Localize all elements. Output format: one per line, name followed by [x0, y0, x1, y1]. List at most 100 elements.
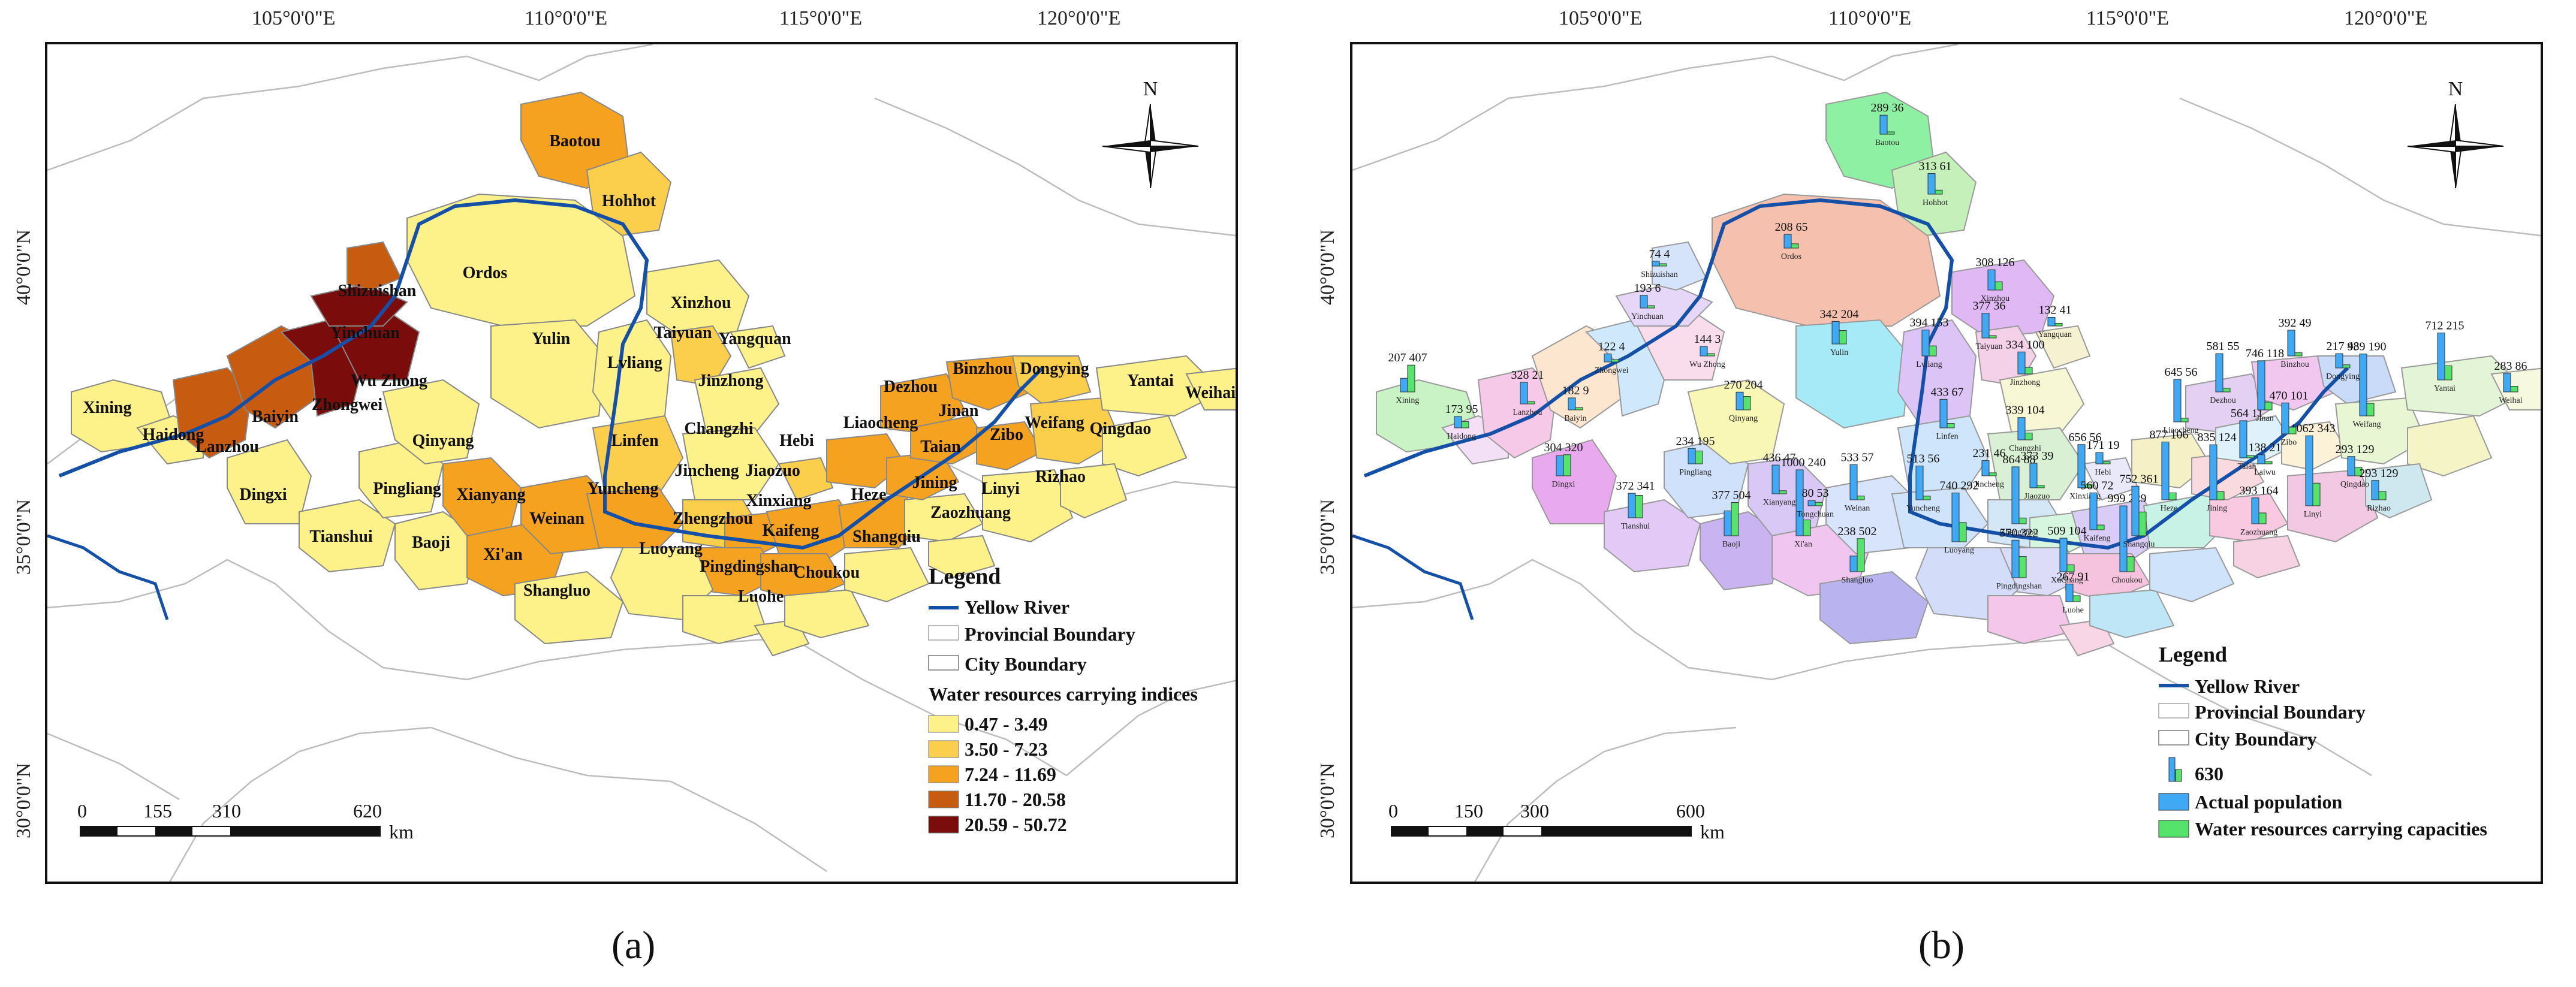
city-label: Jiaozuo [745, 461, 800, 480]
region-zibo [2281, 421, 2349, 471]
population-bar [1454, 416, 1462, 428]
region-yangquan [2035, 325, 2091, 369]
region-taiyuan [670, 325, 732, 387]
lat-tick: 40°0'0"N [13, 229, 35, 305]
population-bar [2281, 402, 2289, 434]
population-bar [1652, 261, 1660, 267]
bar-value-label: 270 204 [1724, 378, 1763, 391]
city-label: Zhongwei [312, 396, 382, 414]
region-weifang [1029, 397, 1122, 465]
bar-value-label: 1062 343 [2291, 422, 2336, 435]
bar-city-label: Weinan [1845, 504, 1870, 513]
scale-label: 155 [143, 800, 172, 822]
region-yuncheng [586, 487, 684, 548]
bar-value-label: 207 407 [1388, 351, 1427, 364]
bar-city-label: Choukou [2111, 576, 2142, 585]
bar-value-label: 509 104 [2048, 524, 2087, 538]
city-label: Dongying [1020, 360, 1089, 378]
population-bar [2011, 539, 2020, 578]
bar-city-label: Wu Zhong [1689, 360, 1725, 369]
capacity-bar [2102, 461, 2111, 464]
capacity-bar [1923, 496, 1931, 500]
bar-city-label: Lvliang [1916, 360, 1942, 369]
bar-value-label: 746 118 [2246, 347, 2284, 360]
lat-tick: 30°0'0"N [13, 762, 35, 838]
north-arrow-icon: N [1102, 78, 1199, 189]
capacity-bar [1731, 502, 1739, 536]
capacity-bar [2072, 595, 2081, 602]
legend-provincial-boundary: Provincial Boundary [965, 623, 1135, 645]
population-bar [2131, 485, 2140, 536]
city-label: Lvliang [607, 354, 662, 372]
region-zaozhuang [2233, 535, 2301, 579]
city-label: Xinxiang [746, 491, 812, 510]
bar-value-label: 645 56 [2165, 366, 2198, 379]
capacity-bar [2138, 511, 2147, 536]
population-bar [1400, 378, 1408, 393]
capacity-bar [2288, 427, 2297, 434]
city-label: Baotou [549, 132, 601, 150]
water-carrying-index-map: Baotou Hohhot Ordos Shizuishan Yinchuan … [47, 44, 1236, 882]
caption-a: (a) [611, 923, 656, 967]
population-bar [1951, 493, 1960, 542]
capacity-bar [2366, 403, 2375, 416]
city-label: Qingdao [1090, 419, 1152, 438]
bar-value-label: 283 86 [2494, 360, 2527, 373]
population-bar [1915, 466, 1924, 500]
legend-carrying-capacities: Water resources carrying capacities [2195, 818, 2487, 840]
bar-city-label: Xianyang [1763, 498, 1795, 507]
bar-value-label: 138 21 [2249, 441, 2282, 454]
bar-city-label: Weihai [2499, 396, 2522, 405]
bar-city-label: Jiaozuo [2024, 492, 2050, 501]
population-bar [1939, 399, 1948, 428]
city-label: Yinchuan [330, 324, 400, 342]
bar-city-label: Shangluo [1842, 576, 1873, 585]
capacity-bar [2258, 512, 2267, 524]
region-linyi [982, 469, 1074, 543]
capacity-bar [1527, 401, 1535, 405]
capacity-bar [1857, 538, 1865, 572]
bar-value-label: 835 124 [2198, 431, 2237, 444]
bar-city-label: Luohe [2062, 606, 2084, 615]
lon-tick: 110°0'0"E [525, 7, 608, 29]
city-label: Weihai [1185, 384, 1236, 402]
city-label: Yangquan [718, 330, 791, 348]
bar-city-label: Taian [2238, 462, 2256, 471]
capacity-bar [1659, 263, 1667, 267]
bar-value-label: 342 204 [1820, 307, 1859, 321]
scale-label: 0 [77, 800, 87, 822]
capacity-bar [1635, 494, 1643, 518]
bar-city-label: Qingdao [2340, 480, 2369, 489]
region-rizhao [2365, 463, 2433, 519]
population-bar [1849, 556, 1858, 572]
capacity-bar [2036, 485, 2045, 488]
city-label: Zibo [990, 425, 1023, 444]
population-bar [2347, 456, 2355, 476]
region-zaozhuang [928, 535, 996, 579]
bar-city-label: Dezhou [2210, 396, 2236, 405]
city-label: Yulin [532, 330, 571, 348]
bar-value-label: 752 361 [2120, 472, 2159, 485]
capacity-bar [2084, 484, 2093, 488]
population-bar [1783, 234, 1792, 249]
population-bar [2065, 584, 2074, 602]
legend-class-swatch [928, 765, 959, 783]
scale-label: 600 [1676, 800, 1705, 822]
river-west [47, 534, 169, 620]
region-pingdingshan [1987, 595, 2073, 645]
bar-value-label: 877 106 [2150, 428, 2189, 442]
city-label: Hebi [779, 431, 814, 450]
population-bar [1807, 500, 1816, 506]
capacity-bar [2066, 565, 2075, 572]
capacity-bar [2096, 524, 2105, 530]
population-bar [2215, 353, 2224, 393]
population-bar [1688, 448, 1696, 464]
population-bar [2251, 497, 2259, 524]
scale-label: 300 [1520, 800, 1549, 822]
lat-tick: 40°0'0"N [1316, 229, 1339, 305]
legend-city-boundary: City Boundary [2195, 728, 2317, 750]
bar-city-label: Xinzhou [1981, 294, 2009, 303]
region-yuncheng [1891, 487, 1989, 548]
map-panel-b: 289 36 Baotou 313 61 Hohhot 208 65 Ordos 74 4 S… [1350, 42, 2543, 884]
city-label: Xianyang [456, 485, 525, 504]
